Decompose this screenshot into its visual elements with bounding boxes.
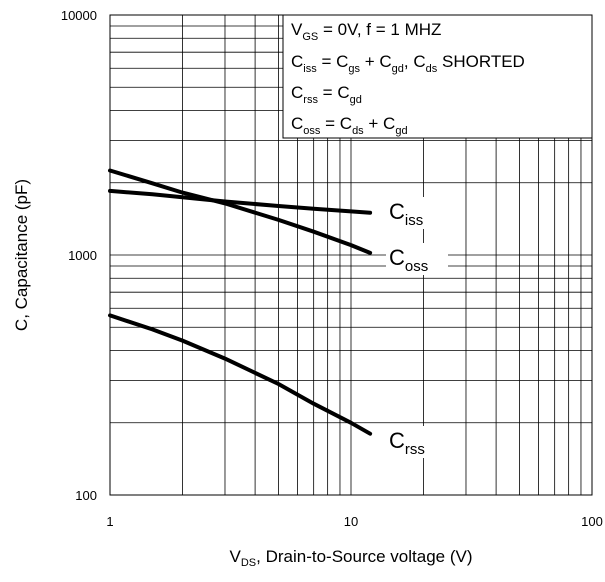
series-label-crss: Crss <box>389 428 425 458</box>
series-line-coss <box>108 168 373 255</box>
series-label-backdrop <box>386 426 448 458</box>
series-label-backdrop <box>386 243 448 275</box>
legend-box <box>282 14 593 139</box>
series-label-backdrop <box>386 197 448 229</box>
y-tick-label: 100 <box>75 488 97 503</box>
y-tick-label: 10000 <box>61 8 97 23</box>
y-tick-labels: 100 1000 10000 <box>61 8 97 503</box>
x-tick-label: 1 <box>106 514 113 529</box>
legend-entry: VGS = 0V, f = 1 MHZ <box>291 20 441 43</box>
x-tick-labels: 1 10 100 <box>106 514 602 529</box>
series-line-ciss <box>108 188 373 215</box>
series-line-crss <box>108 313 373 436</box>
legend-entry: Coss = Cds + Cgd <box>291 114 408 137</box>
x-tick-label: 10 <box>344 514 358 529</box>
series-label-ciss: Ciss <box>389 199 423 229</box>
x-tick-label: 100 <box>581 514 603 529</box>
legend-entry: Ciss = Cgs + Cgd, Cds SHORTED <box>291 52 525 75</box>
y-tick-label: 1000 <box>68 248 97 263</box>
series-label-coss: Coss <box>389 245 428 275</box>
x-axis-label: VDS, Drain-to-Source voltage (V) <box>230 547 473 569</box>
legend-entry: Crss = Cgd <box>291 83 362 106</box>
y-axis-label: C, Capacitance (pF) <box>12 179 31 331</box>
series-labels: Ciss Coss Crss <box>386 197 448 458</box>
legend: VGS = 0V, f = 1 MHZ Ciss = Cgs + Cgd, Cds… <box>282 14 593 139</box>
series-layer <box>108 168 373 436</box>
